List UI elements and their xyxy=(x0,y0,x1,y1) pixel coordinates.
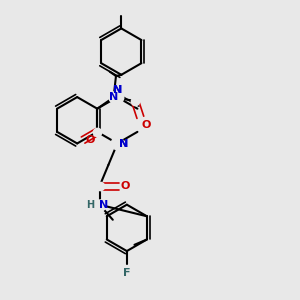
Text: N: N xyxy=(109,92,118,102)
Text: O: O xyxy=(85,135,94,145)
Text: H: H xyxy=(86,200,94,210)
Text: N: N xyxy=(113,85,122,95)
Text: O: O xyxy=(142,120,151,130)
Text: N: N xyxy=(113,85,122,95)
Text: N: N xyxy=(99,200,109,210)
Text: O: O xyxy=(120,181,130,191)
Text: N: N xyxy=(119,139,129,149)
Text: N: N xyxy=(119,139,128,149)
Text: F: F xyxy=(123,268,130,278)
